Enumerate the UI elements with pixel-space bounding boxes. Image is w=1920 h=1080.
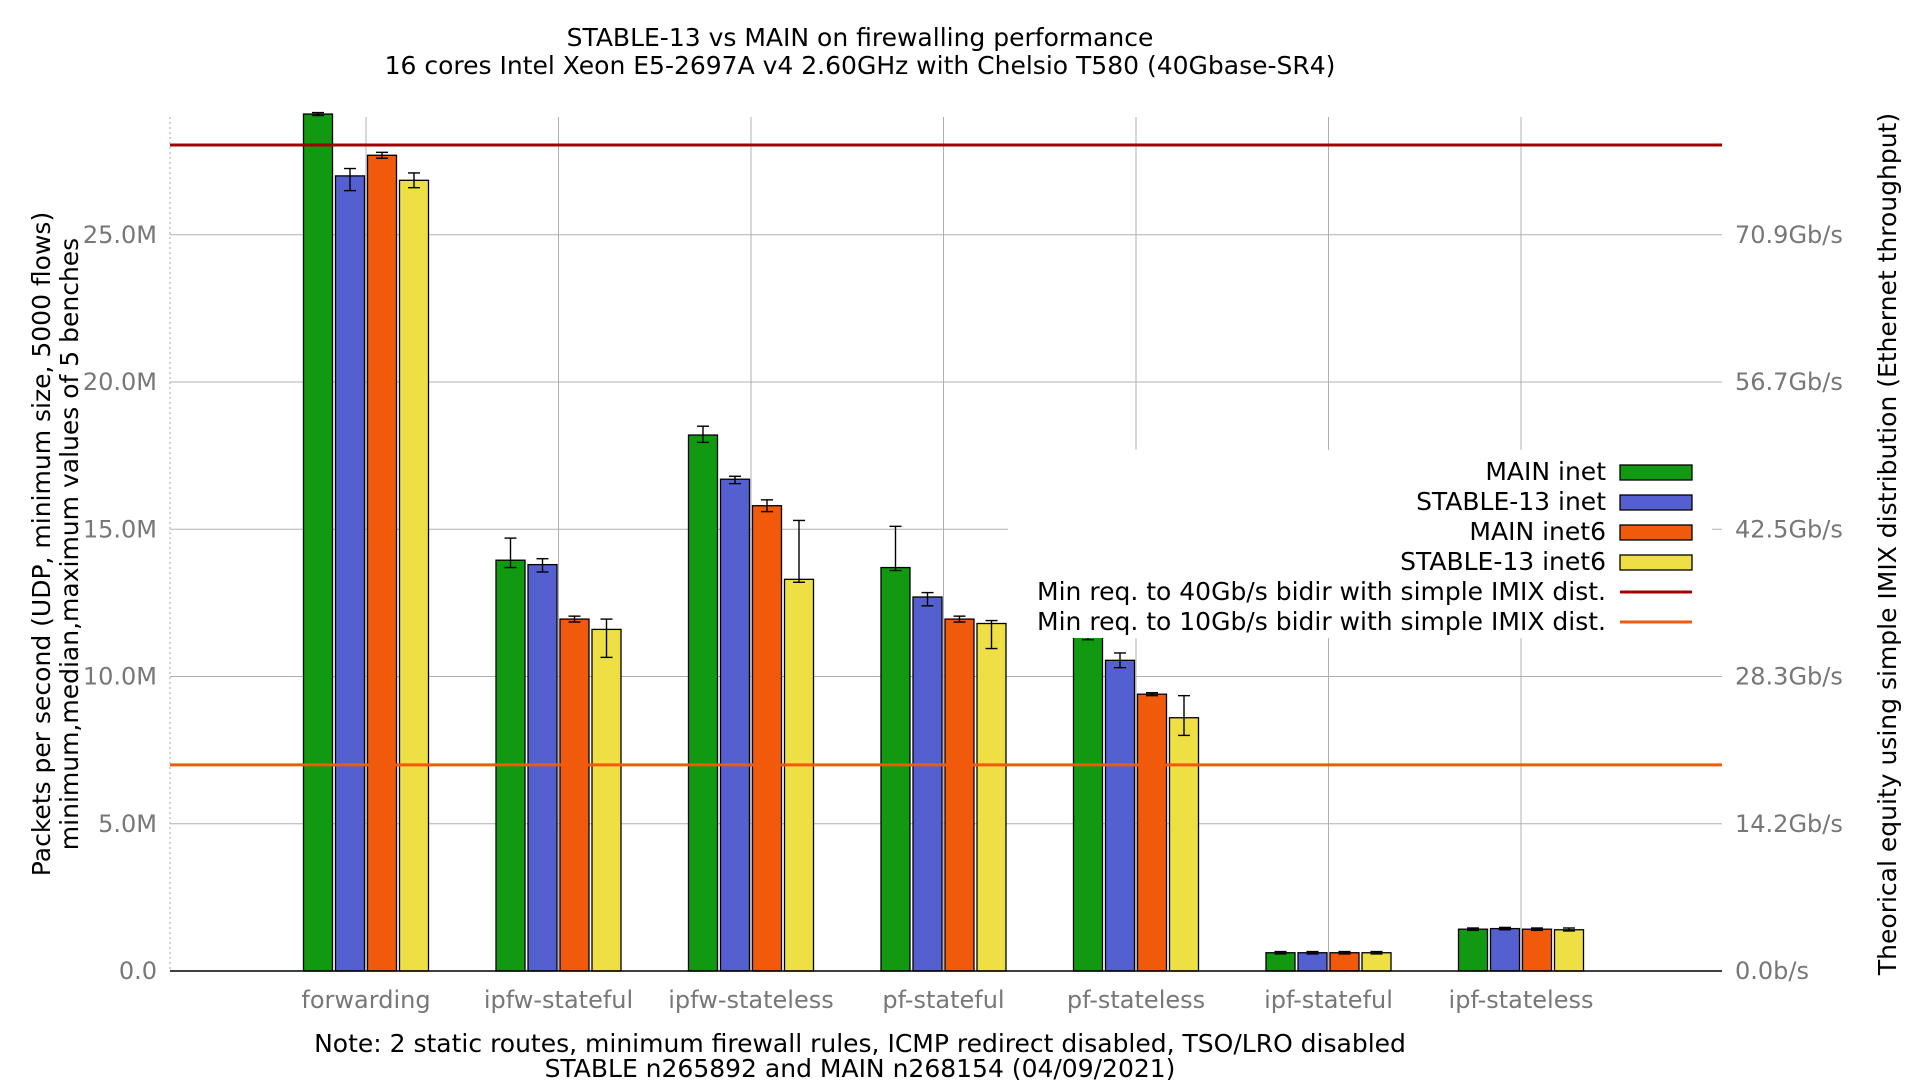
bar [1168, 717, 1200, 972]
legend-label: STABLE-13 inet [1416, 487, 1606, 516]
x-tick-label: pf-stateful [882, 986, 1004, 1014]
y-tick-label: 5.0M [98, 810, 157, 838]
bar [1297, 952, 1328, 972]
error-bar [1146, 692, 1158, 697]
note-line-1: Note: 2 static routes, minimum firewall … [314, 1029, 1406, 1058]
error-bar [793, 519, 805, 583]
error-bar [408, 172, 420, 189]
legend-swatch [1619, 524, 1693, 541]
bar [591, 628, 622, 972]
legend-label: MAIN inet [1485, 457, 1606, 486]
error-bar [985, 619, 998, 650]
chart-title: STABLE-13 vs MAIN on firewalling perform… [567, 23, 1154, 52]
y-tick-label: 0.0 [119, 957, 157, 985]
error-bar [1338, 950, 1351, 955]
y-tick-label: 15.0M [83, 515, 157, 543]
error-bar [1178, 694, 1190, 737]
bar [366, 154, 398, 972]
note-line-2: STABLE n265892 and MAIN n268154 (04/09/2… [545, 1054, 1176, 1080]
bar [1521, 928, 1553, 972]
bar [1553, 929, 1585, 972]
legend-label: Min req. to 40Gb/s bidir with simple IMI… [1037, 577, 1606, 606]
bar [398, 179, 430, 972]
y2-axis-label: Theorical equity using simple IMIX distr… [1873, 113, 1902, 976]
error-bar [889, 525, 902, 572]
y2-tick-label: 42.5Gb/s [1735, 515, 1843, 543]
error-bar [953, 615, 966, 623]
error-bar [344, 167, 356, 192]
x-tick-label: ipfw-stateful [484, 986, 633, 1014]
bar [1136, 693, 1168, 972]
error-bar [568, 615, 581, 623]
reference-lines [170, 143, 1722, 767]
x-tick-label: pf-stateless [1067, 986, 1205, 1014]
error-bar [504, 537, 517, 569]
error-bar [1370, 950, 1383, 955]
bar [944, 618, 975, 972]
bar [527, 563, 558, 972]
bar [1489, 927, 1521, 972]
bar [1457, 928, 1489, 972]
legend-swatch [1619, 554, 1693, 571]
error-bar [1306, 950, 1319, 955]
bar [302, 113, 334, 972]
error-bar [376, 151, 388, 159]
legend-swatch [1619, 464, 1693, 481]
bar [334, 175, 366, 972]
bar [687, 434, 719, 972]
x-tick-label: ipf-stateful [1264, 986, 1393, 1014]
y-axis-label-line2: minimum,median,maximum values of 5 bench… [55, 238, 84, 850]
error-bar [1274, 950, 1287, 955]
error-bar [600, 618, 613, 659]
legend-label: MAIN inet6 [1469, 517, 1606, 546]
bar [559, 618, 590, 972]
error-bar [1531, 927, 1543, 932]
bar [751, 505, 783, 972]
bars [302, 113, 1585, 972]
bar [719, 478, 751, 972]
legend-label: STABLE-13 inet6 [1400, 547, 1606, 576]
error-bar [729, 475, 741, 485]
error-bar [761, 499, 773, 513]
y-tick-label: 20.0M [83, 368, 157, 396]
error-bar [697, 425, 709, 444]
error-bar [312, 111, 324, 117]
x-tick-label: ipf-stateless [1449, 986, 1594, 1014]
error-bar [921, 591, 934, 607]
error-bar [536, 558, 549, 573]
y2-tick-label: 56.7Gb/s [1735, 368, 1843, 396]
legend-background [1008, 450, 1712, 638]
legend-swatch [1619, 494, 1693, 511]
error-bar [1563, 927, 1575, 932]
y2-tick-label: 70.9Gb/s [1735, 221, 1843, 249]
x-tick-label: ipfw-stateless [668, 986, 833, 1014]
y-axis-label-line1: Packets per second (UDP, minimum size, 5… [27, 212, 56, 876]
bar [783, 578, 815, 972]
legend-label: Min req. to 10Gb/s bidir with simple IMI… [1037, 607, 1606, 636]
bar [1104, 659, 1136, 972]
error-bar [1467, 927, 1479, 932]
bar [1265, 952, 1296, 972]
chart-subtitle: 16 cores Intel Xeon E5-2697A v4 2.60GHz … [385, 51, 1336, 80]
tick-labels: 0.0 5.0M 10.0M 15.0M 20.0M 25.0M 0.0b/s 14.2Gb/… [83, 221, 1843, 1014]
bar [1329, 952, 1360, 972]
error-bar [1114, 652, 1126, 669]
x-tick-label: forwarding [301, 986, 430, 1014]
y2-tick-label: 14.2Gb/s [1735, 810, 1843, 838]
bar [880, 566, 911, 972]
y2-tick-label: 28.3Gb/s [1735, 663, 1843, 691]
bar [976, 622, 1007, 972]
error-bar [1499, 926, 1511, 931]
y-tick-label: 25.0M [83, 221, 157, 249]
bar [912, 596, 943, 972]
bar [1072, 634, 1104, 972]
y-tick-label: 10.0M [83, 663, 157, 691]
bar [1361, 952, 1392, 972]
axes [169, 117, 1722, 972]
y2-tick-label: 0.0b/s [1735, 957, 1809, 985]
